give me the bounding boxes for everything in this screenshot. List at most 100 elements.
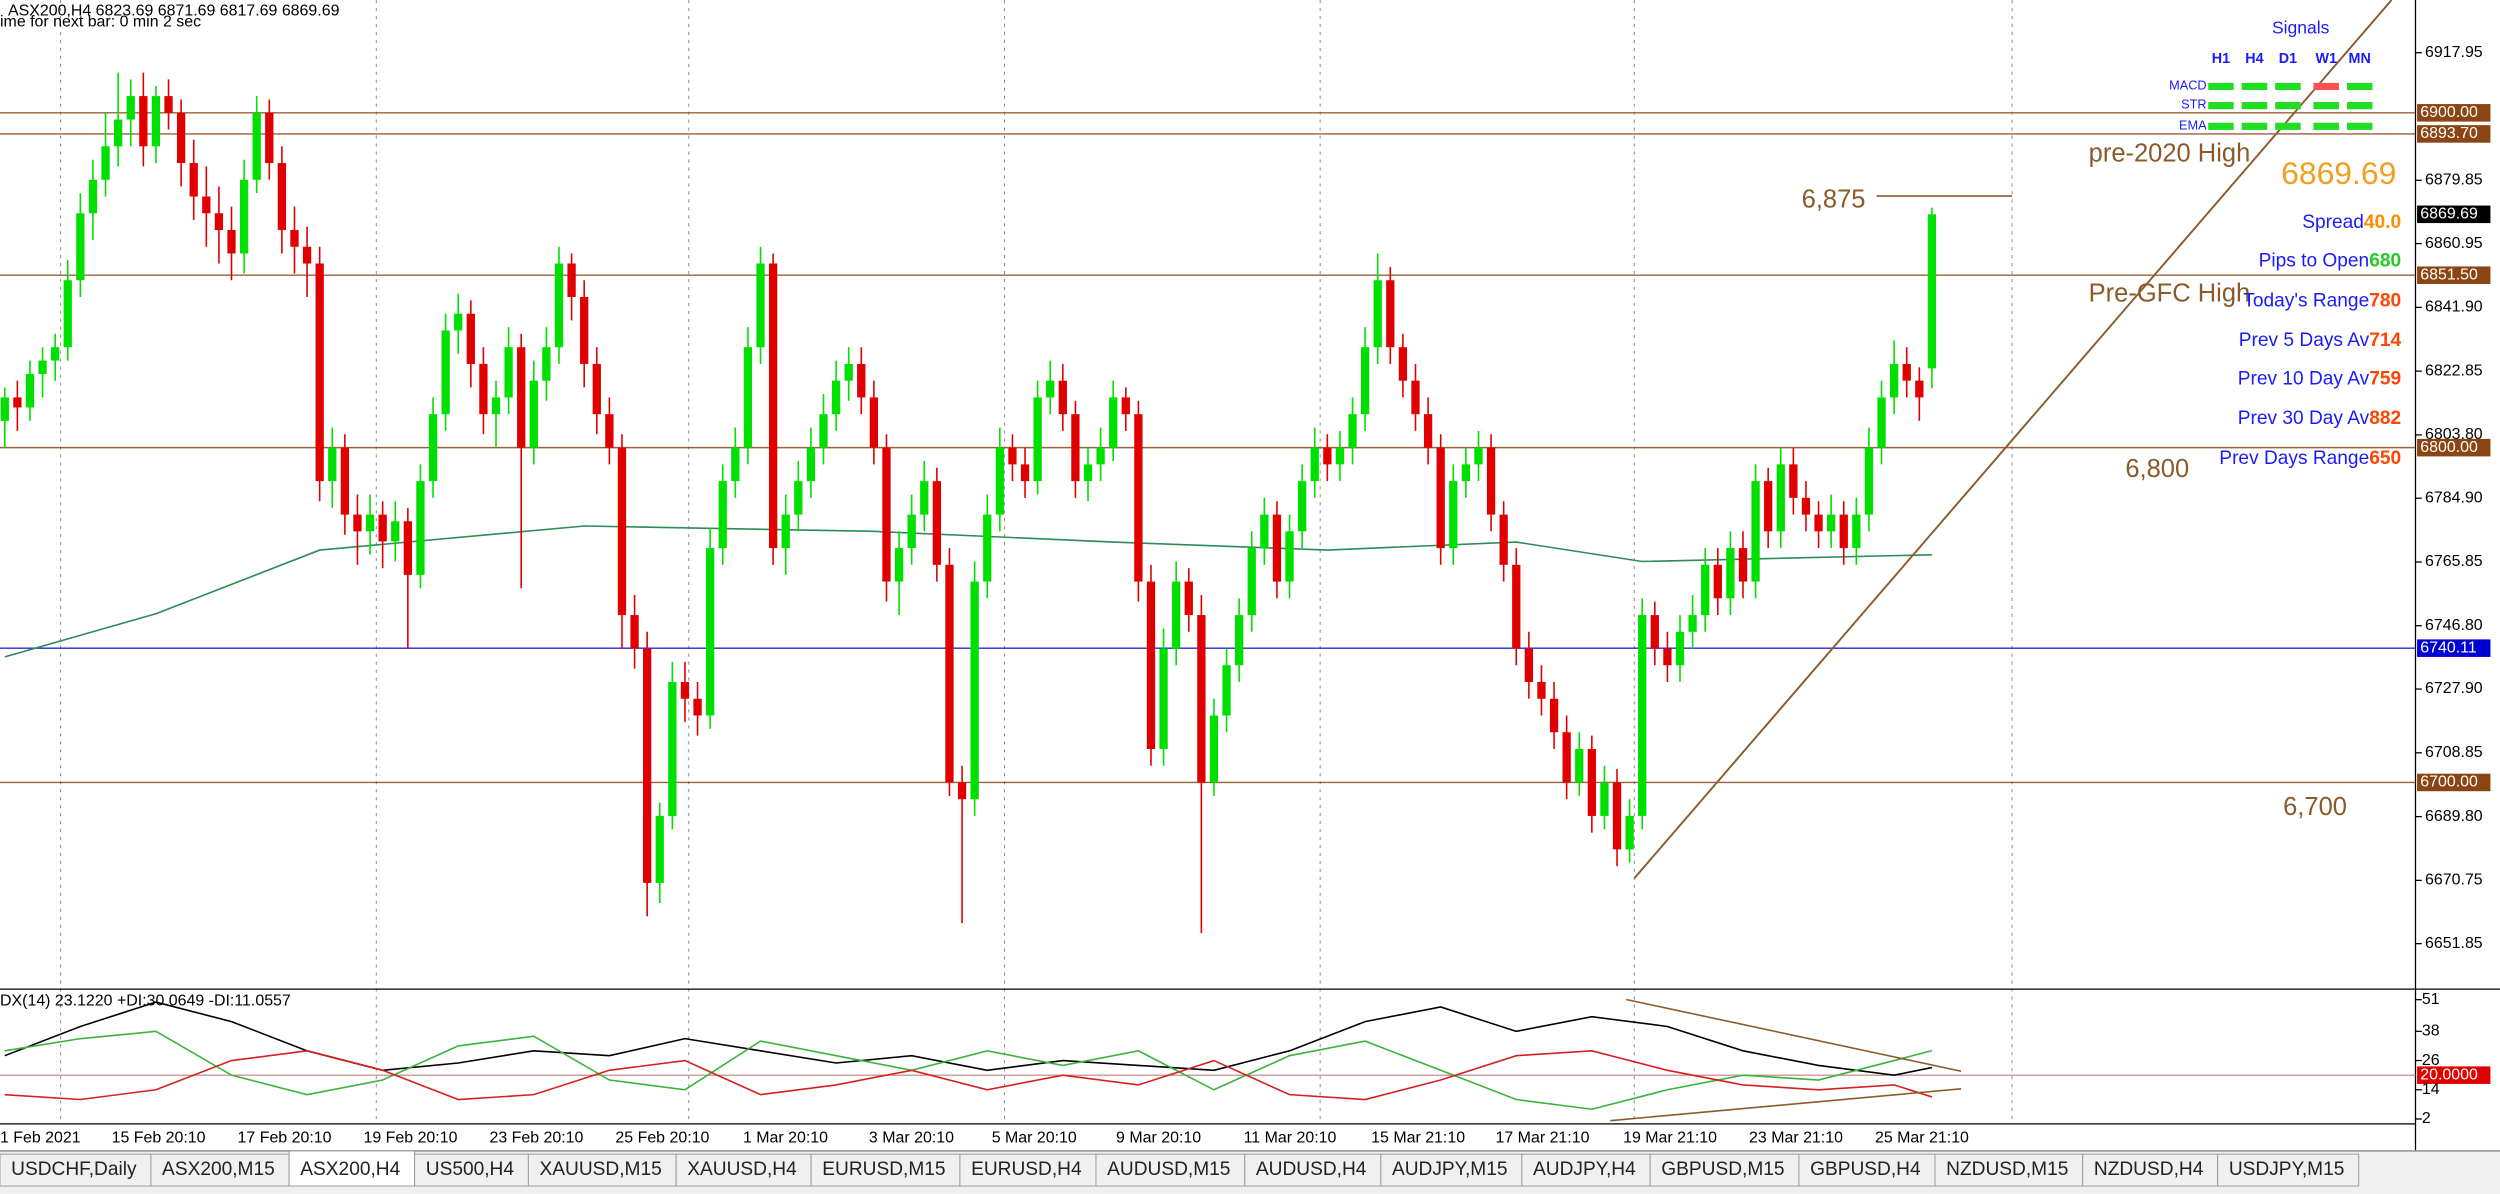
- candle-body: [202, 196, 211, 214]
- tab-background[interactable]: [1244, 1153, 1382, 1187]
- tab-label[interactable]: XAUUSD,M15: [540, 1159, 662, 1180]
- tab[interactable]: GBPUSD,M15: [1649, 1153, 1800, 1187]
- tab-label[interactable]: GBPUSD,H4: [1810, 1159, 1921, 1180]
- tab-label[interactable]: USDJPY,M15: [2229, 1159, 2345, 1180]
- tab[interactable]: EURUSD,M15: [810, 1153, 961, 1187]
- stat-value: 882: [2369, 408, 2401, 429]
- candle-body: [983, 514, 992, 582]
- candle-body: [479, 363, 488, 415]
- tab-background[interactable]: [2217, 1153, 2360, 1187]
- candle-body: [592, 363, 601, 415]
- signal-cell: [2346, 82, 2373, 91]
- tab[interactable]: GBPUSD,H4: [1798, 1153, 1936, 1187]
- tab-background[interactable]: [1521, 1153, 1651, 1187]
- signal-cell: [2275, 122, 2301, 130]
- tab[interactable]: AUDUSD,H4: [1244, 1153, 1382, 1187]
- tab-background[interactable]: [959, 1153, 1097, 1187]
- tab-label[interactable]: AUDUSD,H4: [1256, 1159, 1367, 1180]
- candle-body: [844, 363, 853, 381]
- tab[interactable]: EURUSD,H4: [959, 1153, 1097, 1187]
- tab-background[interactable]: [150, 1153, 290, 1187]
- tab-label[interactable]: NZDUSD,M15: [1946, 1159, 2068, 1180]
- signal-cell: [2208, 82, 2234, 91]
- candle-body: [1260, 514, 1269, 549]
- tab-background[interactable]: [1649, 1153, 1800, 1187]
- tab[interactable]: US500,H4: [414, 1153, 529, 1187]
- candle-body: [756, 263, 765, 348]
- candle-body: [1222, 665, 1231, 716]
- candle-body: [353, 514, 362, 532]
- tab-background[interactable]: [1095, 1153, 1246, 1187]
- signal-column: W1: [2315, 51, 2337, 67]
- candle-body: [76, 213, 85, 281]
- candle-body: [580, 296, 589, 364]
- candle-body: [1423, 414, 1433, 448]
- tab-label[interactable]: EURUSD,M15: [822, 1159, 945, 1180]
- stat-row: Prev 30 Day Av882: [2238, 408, 2401, 429]
- candle-body: [1927, 214, 1937, 369]
- candle-body: [1146, 581, 1156, 749]
- tab-label[interactable]: AUDJPY,M15: [1392, 1159, 1508, 1180]
- tab-background[interactable]: [527, 1153, 677, 1187]
- candle-body: [1046, 380, 1055, 398]
- tab-label[interactable]: US500,H4: [426, 1159, 515, 1180]
- stat-value: 780: [2369, 290, 2401, 311]
- candle-body: [1638, 615, 1647, 816]
- tab[interactable]: AUDUSD,M15: [1095, 1153, 1246, 1187]
- tab-background[interactable]: [1798, 1153, 1936, 1187]
- candle-body: [617, 447, 627, 616]
- tab-label[interactable]: EURUSD,H4: [971, 1159, 1082, 1180]
- y-tick-label: 6822.85: [2425, 362, 2483, 379]
- tab-label[interactable]: USDCHF,Daily: [11, 1159, 137, 1180]
- candle-body: [391, 521, 400, 542]
- adx-level-box: [2417, 1066, 2491, 1084]
- candle-body: [1020, 464, 1030, 482]
- tab[interactable]: AUDJPY,H4: [1521, 1153, 1651, 1187]
- signal-cell: [2208, 102, 2234, 110]
- stat-row: Pips to Open680: [2259, 250, 2402, 271]
- candle-body: [328, 447, 337, 482]
- signal-cell: [2241, 82, 2268, 91]
- candle-body: [1625, 815, 1634, 850]
- candle-body: [1449, 481, 1458, 549]
- tab[interactable]: USDCHF,Daily: [0, 1153, 152, 1187]
- y-tick-label: 6727.90: [2425, 680, 2483, 697]
- candle-body: [51, 347, 60, 361]
- last-price-label: 6869.69: [2420, 206, 2478, 223]
- candle-body: [1323, 447, 1332, 465]
- candle-body: [302, 246, 312, 264]
- candle-body: [1827, 514, 1836, 532]
- tab-background[interactable]: [810, 1153, 961, 1187]
- tab-label[interactable]: GBPUSD,M15: [1661, 1159, 1784, 1180]
- tab[interactable]: NZDUSD,M15: [1934, 1153, 2084, 1187]
- tab[interactable]: XAUUSD,H4: [675, 1153, 812, 1187]
- signal-cell: [2275, 82, 2301, 91]
- candle-body: [1121, 397, 1130, 415]
- tab-background[interactable]: [1380, 1153, 1523, 1187]
- tab-label[interactable]: ASX200,M15: [162, 1159, 275, 1180]
- tab[interactable]: ASX200,H4: [288, 1150, 416, 1187]
- signal-row: EMA: [2179, 117, 2207, 132]
- tab-background[interactable]: [288, 1150, 416, 1187]
- tab[interactable]: AUDJPY,M15: [1380, 1153, 1523, 1187]
- candle-body: [605, 414, 614, 448]
- candle-body: [920, 481, 929, 515]
- candle-body: [1083, 464, 1093, 482]
- tab-background[interactable]: [675, 1153, 812, 1187]
- tab-label[interactable]: ASX200,H4: [300, 1159, 400, 1180]
- x-tick-label: 5 Mar 20:10: [992, 1129, 1077, 1146]
- tab[interactable]: ASX200,M15: [150, 1153, 290, 1187]
- tab[interactable]: NZDUSD,H4: [2082, 1153, 2219, 1187]
- tab[interactable]: XAUUSD,M15: [527, 1153, 677, 1187]
- tab-label[interactable]: AUDUSD,M15: [1107, 1159, 1230, 1180]
- trend-line: [1633, 0, 2393, 879]
- candle-body: [1751, 481, 1760, 582]
- tab-label[interactable]: XAUUSD,H4: [687, 1159, 797, 1180]
- tab[interactable]: USDJPY,M15: [2217, 1153, 2360, 1187]
- candle-body: [1184, 581, 1193, 616]
- candle-body: [290, 230, 299, 247]
- tab-label[interactable]: NZDUSD,H4: [2094, 1159, 2204, 1180]
- tab-label[interactable]: AUDJPY,H4: [1533, 1159, 1636, 1180]
